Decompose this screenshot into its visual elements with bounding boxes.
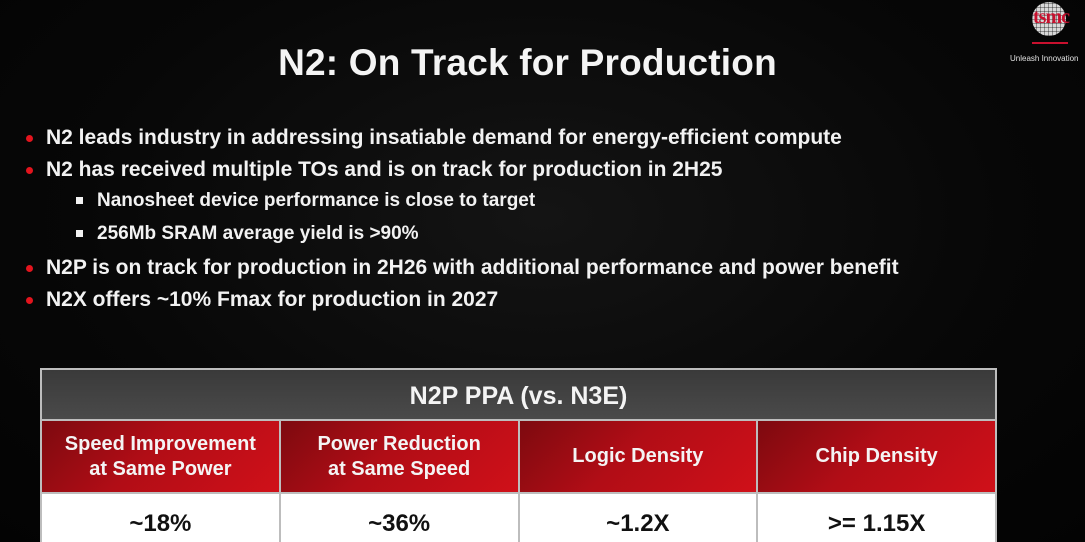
value-logic-density: ~1.2X: [519, 494, 757, 542]
header-line: at Same Speed: [327, 457, 471, 480]
red-dot-bullet-icon: [26, 297, 33, 304]
ppa-table: N2P PPA (vs. N3E) Speed Improvement at Sa…: [40, 368, 997, 542]
tsmc-logo: tsmc Unleash Innovation: [1010, 2, 1085, 66]
red-dot-bullet-icon: [26, 265, 33, 272]
bullet-item: N2 leads industry in addressing insatiab…: [22, 124, 899, 156]
header-line: Speed Improvement: [64, 432, 256, 455]
square-bullet-icon: [76, 197, 83, 204]
column-header-chip-density: Chip Density: [758, 421, 995, 492]
bullet-item: N2P is on track for production in 2H26 w…: [22, 254, 899, 286]
header-line: Logic Density: [572, 445, 704, 467]
slide-title: N2: On Track for Production: [278, 42, 777, 83]
column-header-power: Power Reduction at Same Speed: [280, 421, 518, 492]
red-dot-bullet-icon: [26, 167, 33, 174]
logo-underline: [1032, 42, 1068, 44]
bullet-text: N2X offers ~10% Fmax for production in 2…: [46, 288, 499, 311]
wafer-globe-icon: [1032, 2, 1066, 36]
sub-bullet-item: 256Mb SRAM average yield is >90%: [22, 221, 899, 254]
column-header-speed: Speed Improvement at Same Power: [42, 421, 279, 492]
sub-bullet-text: 256Mb SRAM average yield is >90%: [97, 223, 419, 244]
sub-bullet-item: Nanosheet device performance is close to…: [22, 188, 899, 221]
bullet-item: N2X offers ~10% Fmax for production in 2…: [22, 286, 899, 318]
value-power: ~36%: [280, 494, 518, 542]
bullet-list: N2 leads industry in addressing insatiab…: [22, 124, 899, 318]
table-header-row: Speed Improvement at Same Power Power Red…: [42, 421, 995, 492]
square-bullet-icon: [76, 230, 83, 237]
bullet-text: N2 leads industry in addressing insatiab…: [46, 126, 842, 149]
column-header-logic-density: Logic Density: [519, 421, 757, 492]
red-dot-bullet-icon: [26, 135, 33, 142]
sub-bullet-text: Nanosheet device performance is close to…: [97, 190, 536, 211]
header-line: at Same Power: [89, 457, 232, 480]
table-title: N2P PPA (vs. N3E): [42, 370, 995, 419]
value-speed: ~18%: [42, 494, 279, 542]
logo-tagline: Unleash Innovation: [1010, 54, 1079, 63]
value-chip-density: >= 1.15X: [758, 494, 995, 542]
header-line: Chip Density: [815, 445, 938, 467]
header-line: Power Reduction: [317, 432, 481, 455]
bullet-text: N2P is on track for production in 2H26 w…: [46, 256, 899, 279]
logo-wordmark: tsmc: [1033, 6, 1070, 28]
table-value-row: ~18% ~36% ~1.2X >= 1.15X: [42, 494, 995, 542]
bullet-item: N2 has received multiple TOs and is on t…: [22, 156, 899, 188]
bullet-text: N2 has received multiple TOs and is on t…: [46, 158, 723, 181]
